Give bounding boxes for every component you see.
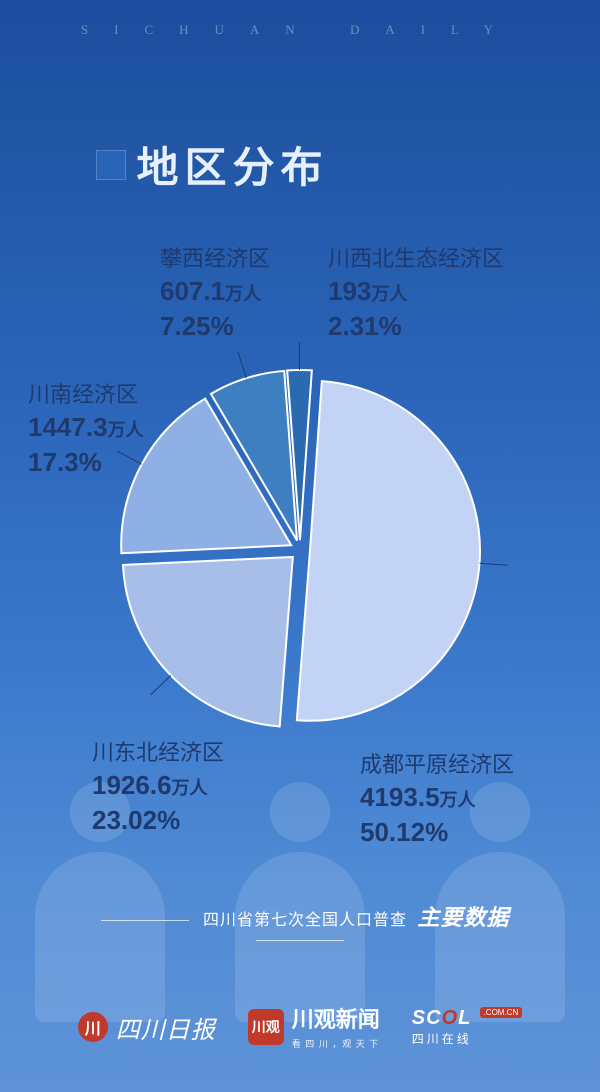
slice-pct: 2.31% [328, 309, 504, 344]
logo-mark: 川观 [248, 1009, 284, 1045]
logo-subtext: 看 四 川 ，观 天 下 [292, 1039, 380, 1049]
pie-slice [123, 557, 293, 726]
slice-label: 攀西经济区607.1万人7.25% [160, 244, 270, 344]
slice-name: 川西北生态经济区 [328, 244, 504, 274]
slice-name: 攀西经济区 [160, 244, 270, 274]
slice-label: 成都平原经济区4193.5万人50.12% [360, 750, 514, 850]
slice-value: 193万人 [328, 274, 504, 309]
slice-label: 川南经济区1447.3万人17.3% [28, 380, 144, 480]
logo-scol: SCOL .COM.CN 四川在线 [412, 1007, 522, 1048]
slice-value: 1447.3万人 [28, 410, 144, 445]
banner-small: 四川省第七次全国人口普查 [203, 912, 407, 929]
leader-line [238, 351, 246, 378]
slice-value: 607.1万人 [160, 274, 270, 309]
title-marker [96, 150, 126, 180]
slice-name: 川南经济区 [28, 380, 144, 410]
masthead: SICHUAN DAILY [0, 22, 600, 38]
slice-label: 川西北生态经济区193万人2.31% [328, 244, 504, 344]
slice-pct: 23.02% [92, 803, 224, 838]
banner-big: 主要数据 [417, 905, 509, 930]
logo-sichuan-daily: 川 四川日报 [78, 1010, 216, 1045]
slice-pct: 50.12% [360, 815, 514, 850]
logo-domain: .COM.CN [480, 1007, 523, 1018]
slice-name: 川东北经济区 [92, 738, 224, 768]
footer-logos: 川 四川日报 川观 川观新闻 看 四 川 ，观 天 下 SCOL .COM.CN… [0, 1002, 600, 1052]
pie-chart-area: 成都平原经济区4193.5万人50.12% 川东北经济区1926.6万人23.02… [0, 230, 600, 870]
leader-line [480, 563, 508, 565]
slice-name: 成都平原经济区 [360, 750, 514, 780]
logo-chuanguan-news: 川观 川观新闻 看 四 川 ，观 天 下 [248, 1002, 380, 1052]
section-title: 地区分布 [96, 134, 328, 195]
pie-slice [297, 381, 480, 721]
slice-pct: 7.25% [160, 309, 270, 344]
slice-value: 1926.6万人 [92, 768, 224, 803]
leader-line [151, 675, 171, 694]
logo-text: SCOL [412, 1007, 478, 1029]
logo-text: 四川日报 [116, 1010, 216, 1045]
logo-mark: 川 [78, 1012, 108, 1042]
title-text: 地区分布 [136, 144, 328, 191]
slice-value: 4193.5万人 [360, 780, 514, 815]
slice-pct: 17.3% [28, 445, 144, 480]
slice-label: 川东北经济区1926.6万人23.02% [92, 738, 224, 838]
logo-text: 川观新闻 [292, 1007, 380, 1032]
banner-divider: 四川省第七次全国人口普查 主要数据 [48, 900, 552, 950]
logo-subtext: 四川在线 [412, 1032, 472, 1046]
